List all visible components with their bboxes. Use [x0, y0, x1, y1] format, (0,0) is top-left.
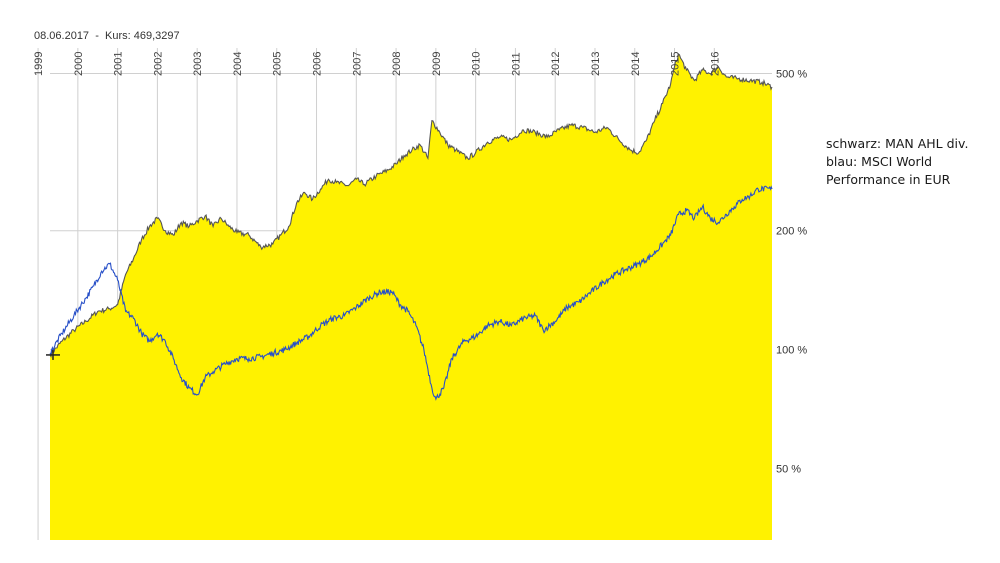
y-tick-label: 100 % [776, 345, 807, 357]
axis-layer: 1999 2000 2001 2002 2003 2004 2005 2006 2007 2008… [33, 52, 807, 476]
y-tick-label: 200 % [776, 226, 807, 238]
x-tick-label: 2003 [192, 52, 204, 76]
x-tick-label: 2012 [550, 52, 562, 76]
x-tick-label: 2007 [351, 52, 363, 76]
y-tick-label: 500 % [776, 68, 807, 80]
series-line-man-ahl [49, 52, 773, 358]
x-tick-label: 2013 [590, 52, 602, 76]
x-tick-label: 1999 [33, 52, 45, 76]
header-separator: - [95, 30, 99, 42]
header-kurs-label: Kurs: [104, 30, 131, 42]
series-layer [49, 52, 773, 540]
x-tick-label: 2006 [312, 52, 324, 76]
x-tick-label: 2011 [510, 52, 522, 76]
x-tick-label: 2008 [391, 52, 403, 76]
x-tick-label: 2002 [152, 52, 164, 76]
x-tick-label: 2010 [471, 52, 483, 76]
x-tick-label: 2015 [670, 52, 682, 76]
legend-note-line-1: schwarz: MAN AHL div. [826, 136, 969, 151]
y-tick-label: 50 % [776, 464, 801, 476]
x-tick-label: 2004 [232, 52, 244, 76]
series-line-msci-world [49, 185, 773, 401]
series-area-man-ahl [50, 54, 772, 540]
header-date: 08.06.2017 [34, 30, 90, 42]
x-tick-label: 2014 [630, 52, 642, 76]
x-tick-label: 2000 [73, 52, 85, 76]
x-tick-label: 2005 [272, 52, 284, 76]
x-tick-label: 2001 [113, 52, 125, 76]
x-tick-label: 2009 [431, 52, 443, 76]
chart-header: 08.06.2017 - Kurs: 469,3297 [34, 30, 180, 42]
legend-note-line-2: blau: MSCI World [826, 154, 933, 169]
header-kurs-value: 469,3297 [133, 30, 180, 42]
legend-note: schwarz: MAN AHL div. blau: MSCI World P… [826, 135, 968, 189]
x-tick-label: 2016 [709, 52, 721, 76]
legend-note-line-3: Performance in EUR [826, 172, 951, 187]
